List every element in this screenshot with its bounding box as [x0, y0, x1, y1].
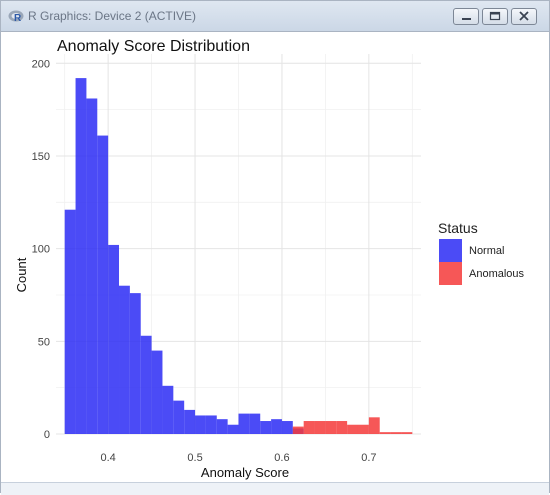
histogram-bar-anomalous [390, 432, 402, 434]
histogram-bar-normal [173, 400, 185, 434]
histogram-bar-normal [238, 413, 250, 434]
legend-key-anomalous [439, 262, 462, 285]
histogram-bar-anomalous [368, 417, 380, 434]
window-title: R Graphics: Device 2 (ACTIVE) [28, 9, 197, 23]
histogram-bar-anomalous [292, 426, 304, 434]
close-icon [519, 11, 529, 21]
histogram-bar-normal [216, 419, 228, 434]
window-titlebar[interactable]: R R Graphics: Device 2 (ACTIVE) [1, 1, 549, 32]
histogram-bar-anomalous [379, 432, 391, 434]
legend-label-normal: Normal [469, 245, 505, 257]
histogram-bar-normal [86, 98, 98, 435]
histogram-bar-anomalous [347, 424, 358, 434]
x-tick-label: 0.7 [361, 452, 376, 464]
histogram-bar-normal [75, 78, 87, 434]
axis-ticks: 0.4 0.5 0.6 0.7 0 50 100 150 200 [32, 58, 377, 464]
chart-title: Anomaly Score Distribution [57, 38, 250, 55]
legend-key-normal [439, 239, 462, 262]
histogram-bar-normal [140, 335, 152, 434]
y-tick-label: 150 [32, 151, 50, 163]
histogram-bar-normal [97, 135, 109, 434]
y-tick-label: 200 [32, 58, 50, 70]
histogram-bar-normal [108, 244, 120, 434]
histogram-bar-anomalous [401, 432, 413, 434]
histogram-bar-anomalous [314, 421, 326, 434]
close-button[interactable] [511, 8, 537, 25]
histogram-bar-anomalous [357, 424, 369, 434]
histogram-plot: Anomaly Score Distribution 0.4 0.5 0.6 0.70… [14, 38, 421, 480]
y-tick-label: 0 [44, 429, 50, 441]
histogram-bar-normal [249, 413, 261, 434]
y-tick-label: 100 [32, 244, 50, 256]
histogram-bar-normal [281, 421, 293, 434]
minimize-button[interactable] [453, 8, 479, 25]
histogram-bar-normal [129, 293, 141, 434]
histogram-bar-normal [271, 419, 282, 434]
histogram-bar-normal [184, 409, 196, 434]
histogram-bar-anomalous [303, 421, 315, 434]
histogram-bar-normal [227, 424, 239, 434]
svg-text:R: R [14, 13, 22, 23]
histogram-bar-anomalous [325, 421, 337, 434]
histogram-bar-normal [205, 415, 217, 434]
legend-title: Status [438, 220, 478, 236]
minimize-icon [462, 18, 471, 20]
histogram-bar-anomalous [336, 421, 348, 434]
histogram-bar-normal [195, 415, 206, 434]
histogram-bar-normal [260, 421, 272, 434]
maximize-icon [489, 11, 501, 21]
histogram-bar-normal [64, 209, 76, 434]
x-axis-label: Anomaly Score [201, 465, 289, 480]
legend-label-anomalous: Anomalous [469, 268, 525, 280]
window-bottom-edge [1, 482, 549, 495]
r-logo-icon: R [8, 10, 24, 23]
histogram-bar-normal [151, 350, 163, 434]
histogram-bar-normal [119, 285, 130, 434]
maximize-button[interactable] [482, 8, 508, 25]
histogram-bars [64, 78, 413, 435]
x-tick-label: 0.5 [187, 452, 202, 464]
x-tick-label: 0.6 [274, 452, 289, 464]
histogram-bar-normal [162, 385, 174, 434]
y-tick-label: 50 [38, 336, 50, 348]
x-tick-label: 0.4 [100, 452, 115, 464]
y-axis-label: Count [14, 257, 29, 292]
